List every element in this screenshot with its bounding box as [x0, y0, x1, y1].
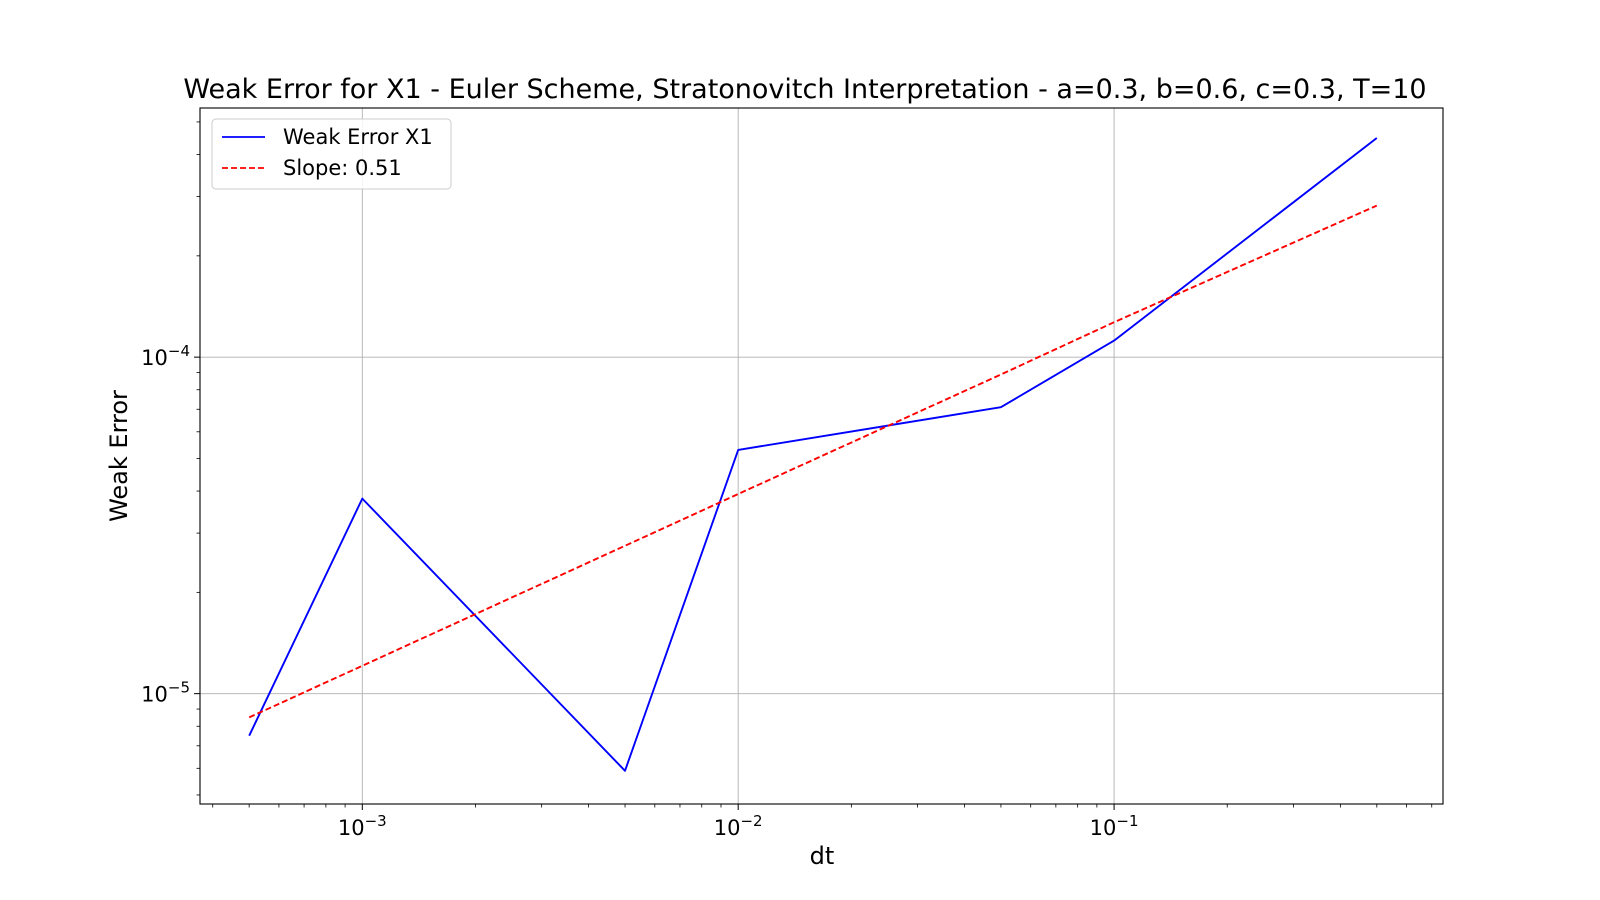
- series-line-slope-fit: [248, 204, 1378, 719]
- y-tick-label: 10−5: [141, 679, 190, 707]
- y-axis-label: Weak Error: [105, 390, 133, 522]
- x-tick-label: 10−3: [338, 812, 387, 840]
- data-point-weak-error: [624, 770, 626, 772]
- legend-label-weak-error: Weak Error X1: [283, 125, 433, 149]
- x-tick-label: 10−2: [714, 812, 763, 840]
- data-point-slope-fit: [248, 716, 250, 718]
- chart-title: Weak Error for X1 - Euler Scheme, Strato…: [183, 74, 1426, 105]
- data-point-slope-fit: [1376, 204, 1378, 206]
- x-tick-label: 10−1: [1090, 812, 1139, 840]
- data-point-weak-error: [1376, 137, 1378, 139]
- data-point-weak-error: [737, 449, 739, 451]
- data-point-slope-fit: [624, 545, 626, 547]
- data-point-weak-error: [248, 734, 250, 736]
- data-point-weak-error: [1113, 339, 1115, 341]
- axis-ticks: 10−3 10−2 10−1 10−5 10−4: [141, 121, 1433, 840]
- data-point-slope-fit: [1000, 373, 1002, 375]
- plot-area-frame: [199, 107, 1444, 805]
- data-point-slope-fit: [737, 493, 739, 495]
- plot-series: [248, 137, 1378, 772]
- grid-lines: [200, 108, 1443, 804]
- data-point-weak-error: [361, 497, 363, 499]
- legend-box: [211, 118, 452, 190]
- y-tick-label: 10−4: [141, 342, 190, 370]
- x-axis-label: dt: [810, 842, 835, 870]
- series-line-weak-error: [248, 137, 1378, 772]
- legend: Weak Error X1 Slope: 0.51: [211, 118, 452, 190]
- data-point-slope-fit: [361, 665, 363, 667]
- data-point-slope-fit: [1113, 321, 1115, 323]
- data-point-weak-error: [1000, 406, 1002, 408]
- legend-label-slope: Slope: 0.51: [283, 156, 402, 180]
